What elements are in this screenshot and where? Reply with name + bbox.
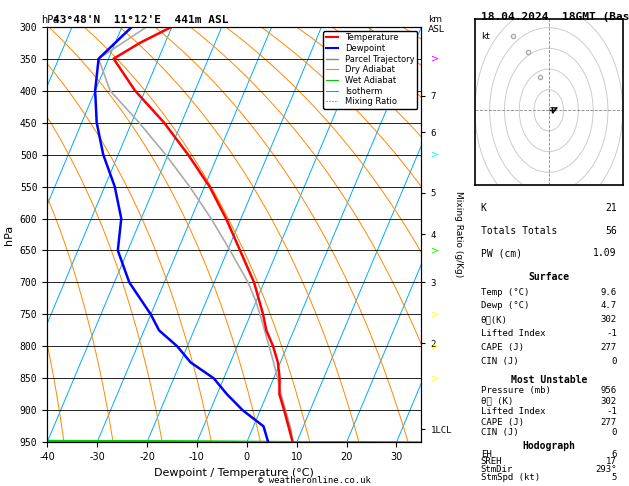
Text: 56: 56 [605, 226, 617, 236]
Text: θᴇ(K): θᴇ(K) [481, 315, 508, 324]
Legend: Temperature, Dewpoint, Parcel Trajectory, Dry Adiabat, Wet Adiabat, Isotherm, Mi: Temperature, Dewpoint, Parcel Trajectory… [323, 31, 417, 109]
Text: 21: 21 [605, 203, 617, 213]
Text: 956: 956 [601, 386, 617, 395]
Text: 43°48'N  11°12'E  441m ASL: 43°48'N 11°12'E 441m ASL [53, 15, 229, 25]
Text: CAPE (J): CAPE (J) [481, 417, 524, 427]
Text: 302: 302 [601, 397, 617, 406]
Text: >: > [431, 341, 439, 351]
Text: 17: 17 [606, 457, 617, 467]
Text: Most Unstable: Most Unstable [511, 375, 587, 385]
Text: Temp (°C): Temp (°C) [481, 288, 529, 297]
Text: EH: EH [481, 450, 491, 459]
Text: Hodograph: Hodograph [522, 440, 576, 451]
Text: Dewp (°C): Dewp (°C) [481, 301, 529, 311]
Text: 293°: 293° [595, 465, 617, 474]
Text: © weatheronline.co.uk: © weatheronline.co.uk [258, 476, 371, 485]
Text: -1: -1 [606, 329, 617, 338]
Text: θᴇ (K): θᴇ (K) [481, 397, 513, 406]
Text: 1.09: 1.09 [593, 248, 617, 258]
Text: Pressure (mb): Pressure (mb) [481, 386, 550, 395]
Text: StmDir: StmDir [481, 465, 513, 474]
Text: StmSpd (kt): StmSpd (kt) [481, 473, 540, 482]
Text: Surface: Surface [528, 272, 569, 282]
Text: Totals Totals: Totals Totals [481, 226, 557, 236]
Text: CIN (J): CIN (J) [481, 428, 518, 437]
Text: 0: 0 [611, 428, 617, 437]
Text: 0: 0 [611, 357, 617, 365]
Text: PW (cm): PW (cm) [481, 248, 522, 258]
X-axis label: Dewpoint / Temperature (°C): Dewpoint / Temperature (°C) [154, 468, 314, 478]
Text: CAPE (J): CAPE (J) [481, 343, 524, 352]
Text: 277: 277 [601, 417, 617, 427]
Text: 302: 302 [601, 315, 617, 324]
Text: >: > [431, 245, 439, 256]
Text: >: > [431, 150, 439, 159]
Text: 9.6: 9.6 [601, 288, 617, 297]
Y-axis label: Mixing Ratio (g/Kg): Mixing Ratio (g/Kg) [454, 191, 463, 278]
Text: hPa: hPa [41, 15, 58, 25]
Text: Lifted Index: Lifted Index [481, 329, 545, 338]
Y-axis label: hPa: hPa [4, 225, 14, 244]
Text: kt: kt [481, 32, 490, 41]
Text: -1: -1 [606, 407, 617, 416]
Text: 4.7: 4.7 [601, 301, 617, 311]
Text: SREH: SREH [481, 457, 503, 467]
Text: Lifted Index: Lifted Index [481, 407, 545, 416]
Text: 277: 277 [601, 343, 617, 352]
Text: km
ASL: km ASL [428, 15, 445, 34]
Text: >: > [431, 373, 439, 383]
Text: CIN (J): CIN (J) [481, 357, 518, 365]
Text: >: > [431, 310, 439, 319]
Text: 6: 6 [611, 450, 617, 459]
Text: >: > [431, 53, 439, 64]
Text: 18.04.2024  18GMT (Base: 12): 18.04.2024 18GMT (Base: 12) [481, 12, 629, 22]
Text: K: K [481, 203, 487, 213]
Text: 5: 5 [611, 473, 617, 482]
